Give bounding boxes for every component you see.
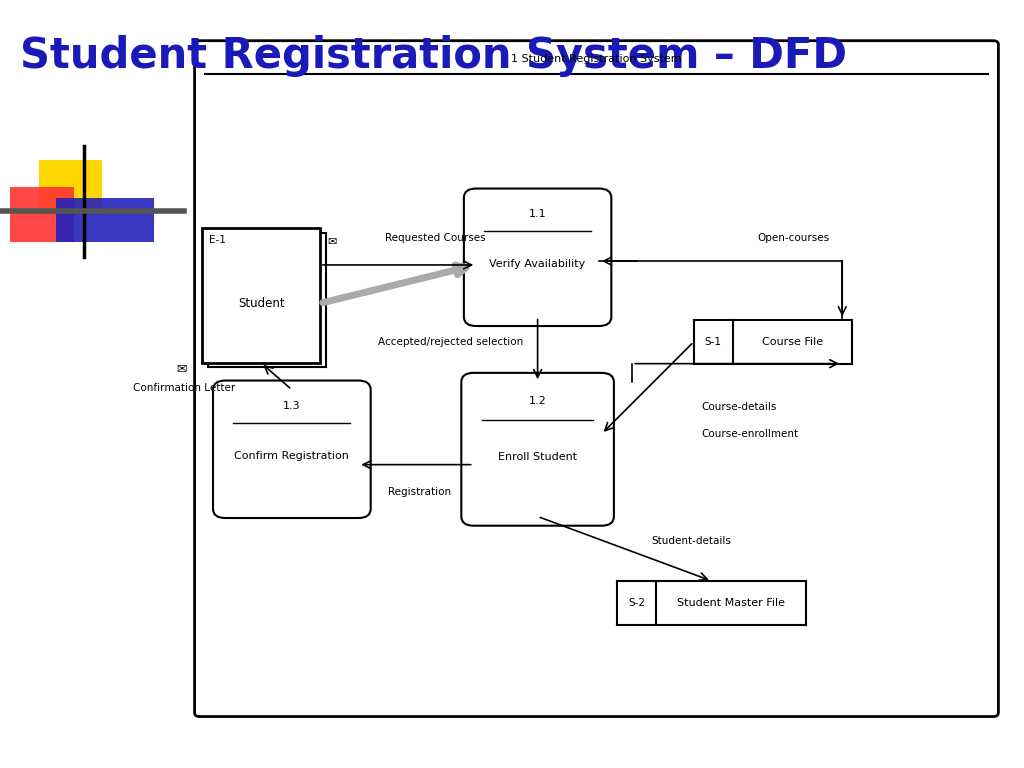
Text: Open-courses: Open-courses <box>758 233 829 243</box>
Text: Requested Courses: Requested Courses <box>385 233 485 243</box>
Text: 1.2: 1.2 <box>528 396 547 406</box>
Text: Registration: Registration <box>388 486 452 497</box>
Bar <box>56 198 154 242</box>
Text: Course-enrollment: Course-enrollment <box>701 429 799 439</box>
Text: Student Registration System – DFD: Student Registration System – DFD <box>20 35 848 77</box>
Text: Course-details: Course-details <box>701 402 777 412</box>
FancyBboxPatch shape <box>461 373 614 525</box>
Text: 1.3: 1.3 <box>283 402 301 412</box>
Text: Confirmation Letter: Confirmation Letter <box>133 382 234 393</box>
Text: Course File: Course File <box>762 336 823 347</box>
Text: S-1: S-1 <box>705 336 722 347</box>
Text: Enroll Student: Enroll Student <box>498 452 578 462</box>
Text: E-1: E-1 <box>210 235 226 245</box>
Text: S-2: S-2 <box>628 598 645 608</box>
FancyBboxPatch shape <box>213 381 371 518</box>
Text: ✉: ✉ <box>176 362 187 375</box>
FancyBboxPatch shape <box>203 229 319 363</box>
FancyBboxPatch shape <box>464 189 611 326</box>
Text: Student-details: Student-details <box>651 536 731 546</box>
Text: ✉: ✉ <box>328 237 337 247</box>
Text: Student: Student <box>238 297 285 310</box>
Text: Accepted/rejected selection: Accepted/rejected selection <box>378 336 523 347</box>
Text: Student Master File: Student Master File <box>677 598 785 608</box>
Bar <box>39 160 102 215</box>
FancyBboxPatch shape <box>195 41 998 717</box>
Text: Verify Availability: Verify Availability <box>489 260 586 270</box>
Bar <box>10 187 74 242</box>
Text: 1 Student Registration System: 1 Student Registration System <box>511 54 682 64</box>
Text: Confirm Registration: Confirm Registration <box>234 452 349 462</box>
Text: 1.1: 1.1 <box>528 210 547 220</box>
FancyBboxPatch shape <box>209 233 326 368</box>
